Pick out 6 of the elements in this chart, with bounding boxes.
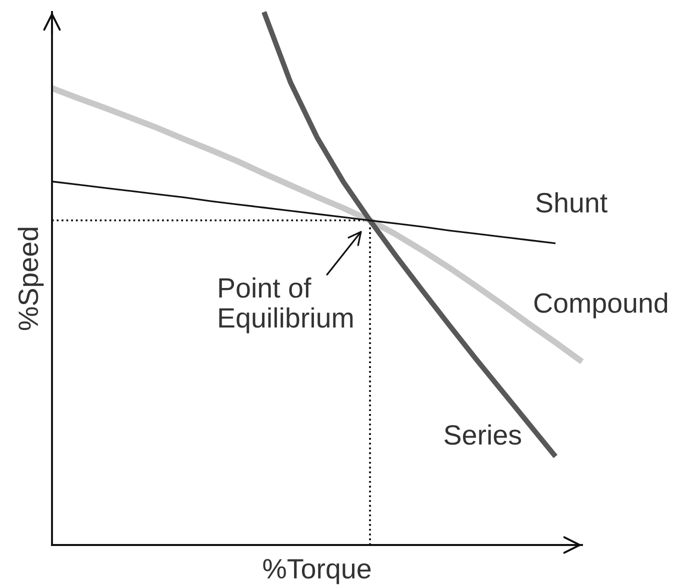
y-axis-title: %Speed xyxy=(18,228,44,330)
series-label: Shunt xyxy=(536,192,608,213)
series-label: Series xyxy=(444,424,521,445)
annotation: Point of Equilibrium xyxy=(219,277,353,334)
series-label: Compound xyxy=(534,292,668,318)
x-axis-title: %Torque xyxy=(263,559,371,584)
